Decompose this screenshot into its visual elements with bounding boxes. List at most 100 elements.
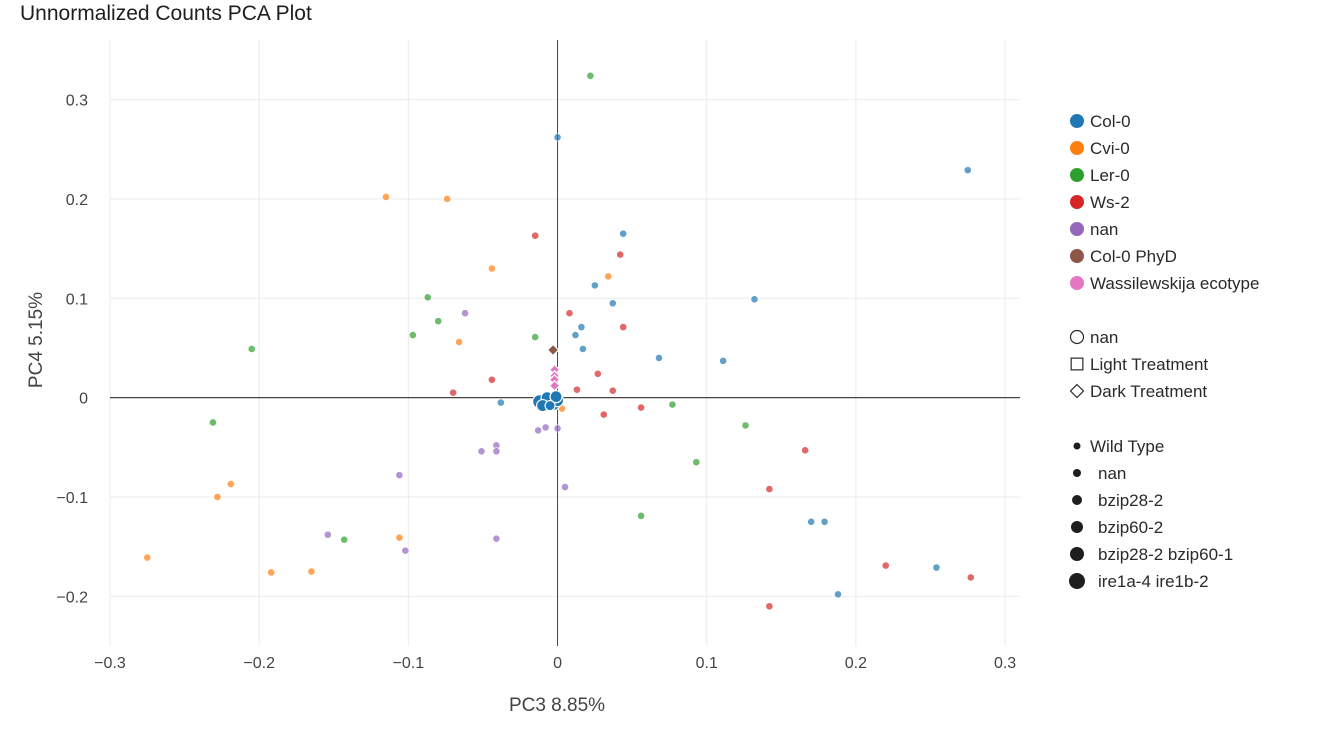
- legend-item[interactable]: bzip60-2: [1071, 518, 1163, 537]
- data-points: [143, 71, 975, 611]
- legend[interactable]: Col-0 Cvi-0 Ler-0 Ws-2 nan Col-0 PhyD Wassilew…: [1069, 112, 1259, 591]
- y-tick-label: 0.3: [66, 93, 88, 110]
- data-point: [492, 447, 501, 456]
- data-point: [553, 424, 562, 433]
- data-point: [750, 295, 759, 304]
- data-point: [608, 299, 617, 308]
- legend-label: Light Treatment: [1090, 355, 1208, 374]
- data-point: [395, 533, 404, 542]
- legend-item[interactable]: nan: [1069, 328, 1119, 347]
- legend-item[interactable]: Ws-2: [1070, 193, 1130, 212]
- legend-size-marker: [1072, 495, 1082, 505]
- legend-item[interactable]: Col-0 PhyD: [1070, 247, 1177, 266]
- legend-label: ire1a-4 ire1b-2: [1098, 572, 1209, 591]
- cluster-point: [549, 390, 563, 404]
- legend-label: Ws-2: [1090, 193, 1130, 212]
- data-point: [966, 573, 975, 582]
- data-point: [593, 369, 602, 378]
- data-point: [692, 458, 701, 467]
- x-tick-label: −0.1: [393, 655, 425, 672]
- y-tick-label: 0: [79, 391, 88, 408]
- legend-item[interactable]: Wild Type: [1073, 437, 1165, 456]
- y-axis-title: PC4 5.15%: [26, 292, 47, 388]
- y-tick-label: 0.1: [66, 291, 88, 308]
- x-tick-label: 0: [553, 655, 562, 672]
- legend-item[interactable]: Col-0: [1070, 112, 1131, 131]
- data-point: [637, 511, 645, 520]
- legend-marker: [1070, 222, 1084, 236]
- tick-labels: −0.3 −0.2 −0.1 0 0.1 0.2 0.3 −0.2 −0.1 0 0.1 0.2 0.3: [56, 93, 1016, 672]
- data-point: [599, 410, 608, 419]
- legend-item[interactable]: Cvi-0: [1070, 139, 1130, 158]
- data-point: [637, 403, 645, 412]
- cluster-point: [544, 399, 556, 412]
- data-point: [604, 272, 613, 281]
- cluster-points: [532, 343, 565, 413]
- data-point: [577, 323, 586, 332]
- data-point: [619, 229, 628, 238]
- x-axis-title: PC3 8.85%: [509, 695, 605, 716]
- legend-item[interactable]: Wassilewskija ecotype: [1070, 274, 1259, 293]
- data-point: [382, 193, 390, 201]
- data-point: [143, 553, 152, 562]
- y-tick-label: 0.2: [66, 192, 88, 209]
- data-point: [565, 309, 574, 318]
- legend-size-marker: [1069, 573, 1085, 589]
- legend-size-marker: [1071, 521, 1083, 533]
- data-point: [719, 356, 728, 365]
- legend-label: Wild Type: [1090, 437, 1164, 456]
- data-point: [395, 471, 404, 480]
- legend-label: Col-0: [1090, 112, 1131, 131]
- legend-label: nan: [1098, 464, 1126, 483]
- data-point: [820, 517, 829, 526]
- x-tick-label: 0.2: [845, 655, 867, 672]
- legend-marker: [1070, 168, 1084, 182]
- data-point: [801, 446, 810, 455]
- legend-label: nan: [1090, 328, 1118, 347]
- data-point: [340, 535, 349, 544]
- legend-symbol: [1070, 357, 1084, 371]
- data-point: [541, 423, 550, 432]
- legend-symbol: [1069, 383, 1085, 399]
- data-point: [571, 331, 580, 339]
- data-point: [247, 345, 256, 353]
- data-point: [226, 480, 235, 488]
- y-tick-label: −0.1: [56, 490, 88, 507]
- data-point: [323, 530, 332, 539]
- data-point: [401, 546, 410, 555]
- legend-item[interactable]: nan: [1070, 220, 1118, 239]
- grid: [109, 40, 1020, 646]
- data-point: [267, 568, 276, 577]
- data-point: [209, 418, 217, 427]
- legend-label: bzip28-2 bzip60-1: [1098, 545, 1233, 564]
- cluster-point: [546, 343, 560, 357]
- data-point: [881, 561, 890, 570]
- legend-marker: [1070, 114, 1084, 128]
- legend-item[interactable]: bzip28-2: [1072, 491, 1163, 510]
- data-point: [807, 517, 816, 526]
- legend-item[interactable]: ire1a-4 ire1b-2: [1069, 572, 1209, 591]
- legend-item[interactable]: Dark Treatment: [1069, 382, 1208, 401]
- data-point: [534, 426, 543, 435]
- data-point: [963, 166, 972, 175]
- legend-marker: [1070, 195, 1084, 209]
- data-point: [586, 71, 595, 80]
- legend-label: Cvi-0: [1090, 139, 1130, 158]
- legend-item[interactable]: Light Treatment: [1070, 355, 1208, 374]
- legend-label: Col-0 PhyD: [1090, 247, 1177, 266]
- data-point: [477, 447, 486, 456]
- data-point: [616, 250, 625, 259]
- legend-item[interactable]: Ler-0: [1070, 166, 1130, 185]
- data-point: [213, 493, 222, 501]
- data-point: [668, 400, 677, 409]
- legend-marker: [1070, 249, 1084, 263]
- legend-item[interactable]: nan: [1073, 464, 1126, 483]
- data-point: [619, 323, 628, 332]
- data-point: [434, 317, 443, 326]
- legend-item[interactable]: bzip28-2 bzip60-1: [1070, 545, 1233, 564]
- data-point: [655, 354, 663, 362]
- data-point: [496, 398, 505, 407]
- legend-symbol: [1069, 329, 1085, 345]
- data-point: [461, 309, 469, 318]
